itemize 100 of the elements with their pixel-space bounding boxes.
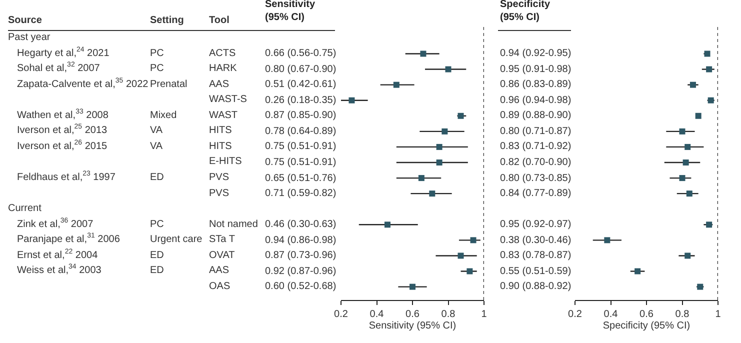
data-label: 0.83 (0.71-0.92)	[500, 141, 572, 152]
point	[706, 66, 712, 72]
data-label: 0.82 (0.70-0.90)	[500, 157, 572, 168]
point	[704, 50, 710, 57]
data-label: 0.71 (0.59-0.82)	[265, 188, 336, 199]
text: Zapata-Calvente et al,$^{35}$ 2022	[17, 77, 148, 92]
x-tick-label: 0.8	[441, 309, 456, 320]
point	[690, 82, 696, 88]
point	[686, 190, 692, 197]
chart-title: Sensitivity (95% CI)	[265, 0, 316, 23]
text: ACTS	[209, 46, 236, 61]
text: HITS	[209, 140, 232, 154]
text: Wathen et al,$^{33}$ 2008	[17, 108, 108, 123]
text: Zink et al,$^{36}$ 2007	[17, 217, 94, 232]
data-label: 0.87 (0.85-0.90)	[265, 110, 336, 121]
text: PVS	[209, 186, 230, 201]
text: Past year	[8, 31, 50, 45]
text: HARK	[209, 62, 237, 76]
point	[679, 128, 686, 134]
data-label: 0.75 (0.51-0.91)	[265, 141, 336, 152]
point	[445, 66, 452, 72]
data-label: 0.89 (0.88-0.90)	[500, 110, 572, 121]
text: STa T	[209, 233, 235, 248]
text: Source	[8, 14, 42, 28]
x-tick-label: 0.2	[334, 309, 348, 320]
text: Mixed	[150, 108, 177, 123]
x-axis-title: Specificity (95% CI)	[602, 320, 690, 332]
point	[418, 175, 424, 182]
x-tick-label: 0.4	[604, 309, 618, 320]
text: Iverson et al,$^{25}$ 2013	[17, 124, 108, 138]
text: WAST	[209, 108, 238, 123]
text: Paranjape et al,$^{31}$ 2006	[17, 232, 120, 248]
point	[470, 237, 476, 244]
text: Weiss et al,$^{34}$ 2003	[17, 264, 102, 278]
data-label: 0.55 (0.51-0.59)	[500, 266, 572, 277]
text: Urgent care	[150, 233, 202, 248]
point	[708, 97, 714, 104]
point	[604, 237, 610, 244]
text: PVS	[209, 171, 230, 186]
text: AAS	[209, 264, 230, 278]
data-label: 0.87 (0.73-0.96)	[265, 250, 336, 261]
x-tick-label: 0.4	[370, 309, 384, 320]
point	[684, 252, 691, 259]
data-label: 0.80 (0.67-0.90)	[265, 64, 336, 75]
data-label: 0.46 (0.30-0.63)	[265, 219, 336, 230]
point	[679, 175, 686, 182]
point	[410, 284, 416, 290]
text: Current	[8, 202, 42, 216]
data-label: 0.80 (0.71-0.87)	[500, 126, 572, 137]
text: OAS	[209, 280, 230, 294]
data-label: 0.83 (0.78-0.87)	[500, 250, 572, 261]
data-label: 0.84 (0.77-0.89)	[500, 188, 572, 199]
text: Prenatal	[150, 78, 188, 92]
text: Hegarty et al,$^{24}$ 2021	[17, 46, 110, 61]
data-label: 0.90 (0.88-0.92)	[500, 281, 572, 292]
x-tick-label: 0.6	[406, 309, 420, 320]
point	[682, 160, 689, 166]
data-label: 0.38 (0.30-0.46)	[500, 235, 572, 246]
text: PC	[150, 218, 164, 232]
text: PC	[150, 62, 164, 76]
point	[393, 82, 400, 88]
point	[436, 144, 442, 150]
text: WAST-S	[209, 93, 247, 108]
text: PC	[150, 46, 164, 61]
point	[458, 112, 464, 119]
text: Sohal et al,$^{32}$ 2007	[17, 62, 100, 76]
point	[684, 144, 691, 150]
text: ED	[150, 264, 164, 278]
x-tick-label: 1	[715, 309, 722, 320]
text: AAS	[209, 78, 230, 92]
point	[466, 268, 473, 274]
point	[706, 222, 712, 228]
point	[384, 222, 390, 228]
x-tick-label: 0.8	[675, 309, 690, 320]
data-label: 0.78 (0.64-0.89)	[265, 126, 336, 137]
text: ED	[150, 171, 164, 186]
data-label: 0.75 (0.51-0.91)	[265, 157, 336, 168]
text: Iverson et al,$^{26}$ 2015	[17, 140, 108, 154]
data-label: 0.66 (0.56-0.75)	[265, 48, 336, 59]
point	[458, 252, 464, 259]
point	[634, 268, 641, 274]
data-label: 0.51 (0.42-0.61)	[265, 79, 336, 90]
text: HITS	[209, 124, 232, 138]
text: VA	[150, 140, 163, 154]
point	[436, 160, 442, 166]
text: Setting	[150, 14, 184, 28]
data-label: 0.95 (0.92-0.97)	[500, 219, 572, 230]
data-label: 0.96 (0.94-0.98)	[500, 95, 572, 106]
x-tick-label: 1	[481, 309, 488, 320]
point	[429, 190, 436, 197]
text: Tool	[209, 14, 230, 28]
point	[442, 128, 448, 134]
point	[348, 97, 355, 104]
x-tick-label: 0.2	[568, 309, 582, 320]
text: Not named	[209, 218, 258, 232]
data-label: 0.92 (0.87-0.96)	[265, 266, 336, 277]
x-tick-label: 0.6	[640, 309, 654, 320]
data-label: 0.80 (0.73-0.85)	[500, 173, 572, 184]
text: OVAT	[209, 248, 235, 263]
text: E-HITS	[209, 155, 242, 170]
